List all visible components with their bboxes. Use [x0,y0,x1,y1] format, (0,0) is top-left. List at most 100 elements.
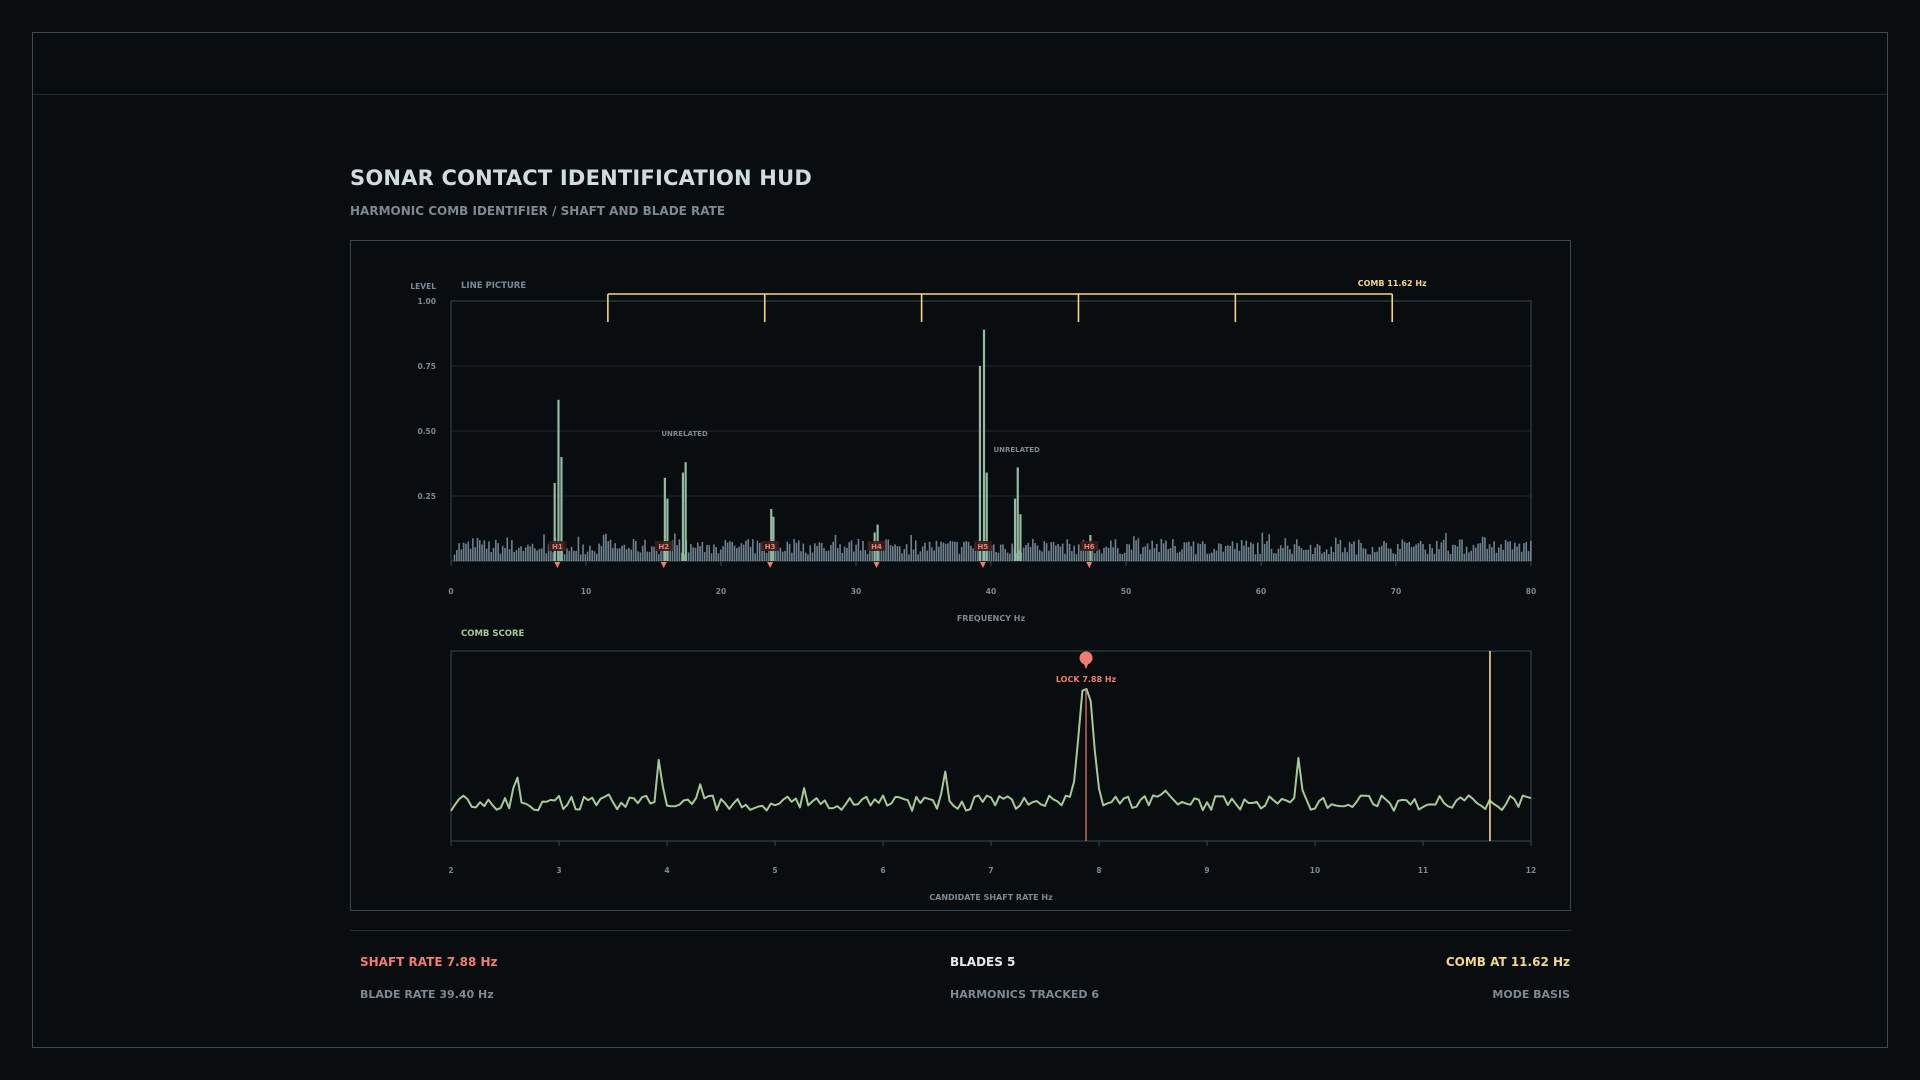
noise-bar [1263,544,1266,561]
noise-bar [1110,540,1112,561]
noise-bar [905,544,908,561]
noise-bar [1270,548,1273,561]
noise-bar [869,543,871,561]
noise-bar [756,540,759,561]
noise-bar [1006,552,1009,561]
noise-bar [1052,541,1055,561]
peak-bar [666,498,669,561]
noise-bar [800,551,802,561]
noise-bar [894,544,896,561]
noise-bar [836,548,839,561]
noise-bar [641,545,644,561]
noise-bar [1357,539,1360,561]
noise-bar [628,547,630,561]
noise-bar [742,544,745,561]
noise-bar [1018,550,1020,561]
noise-bar [575,550,577,561]
annotation-label: UNRELATED [993,446,1040,454]
noise-bar [469,548,472,561]
noise-bar [1165,540,1167,561]
noise-bar [1433,553,1436,561]
noise-bar [1105,546,1108,561]
noise-bar [814,543,816,561]
noise-bar [880,546,883,561]
noise-bar [1022,547,1025,561]
noise-bar [1268,534,1271,561]
noise-bar [715,547,717,561]
noise-bar [749,546,752,561]
peak-bar [982,329,986,561]
noise-bar [1252,543,1254,561]
noise-bar [942,542,945,561]
noise-bar [1174,545,1176,561]
noise-bar [637,551,639,561]
noise-bar [850,540,853,561]
noise-bar [1261,532,1264,561]
noise-bar [951,541,954,561]
noise-bar [1438,549,1440,561]
harmonic-marker [979,562,986,568]
noise-bar [573,550,575,561]
noise-bar [1413,546,1415,561]
page-subtitle: HARMONIC COMB IDENTIFIER / SHAFT AND BLA… [350,204,726,218]
noise-bar [481,544,483,561]
noise-bar [855,544,857,561]
noise-bar [1077,544,1080,561]
noise-bar [515,550,518,561]
y-tick-label: 0.75 [417,362,436,371]
noise-bar [1036,545,1039,561]
noise-bar [827,550,830,561]
noise-bar [706,544,708,561]
score-x-tick-label: 4 [664,866,669,875]
noise-bar [1371,546,1374,561]
noise-bar [478,540,481,561]
noise-bar [1009,553,1011,561]
noise-bar [1295,539,1298,561]
noise-bar [1284,538,1287,561]
noise-bar [1126,544,1128,561]
noise-bar [859,550,862,561]
noise-bar [694,547,697,561]
noise-bar [453,554,456,561]
harmonic-marker [660,562,667,568]
noise-bar [848,542,851,561]
noise-bar [1474,547,1477,561]
noise-bar [1064,553,1066,561]
noise-bar [1211,552,1213,561]
noise-bar [1002,544,1004,561]
noise-bar [1194,554,1197,561]
noise-bar [729,541,731,561]
noise-bar [655,548,658,561]
noise-bar [1424,549,1427,561]
noise-bar [536,550,538,561]
harmonic-tag-bg [973,541,992,551]
noise-bar [1071,551,1073,561]
noise-bar [933,550,935,561]
x-axis-label: FREQUENCY Hz [957,614,1026,623]
noise-bar [1201,541,1204,561]
noise-bar [809,545,812,561]
noise-bar [591,550,593,561]
noise-bar [703,552,706,561]
noise-bar [1229,545,1232,561]
noise-bar [1098,549,1101,561]
noise-bar [1445,532,1447,561]
peak-bar [557,399,560,561]
noise-bar [1527,551,1530,561]
score-x-tick-label: 7 [988,866,993,875]
noise-bar [830,544,832,561]
noise-bar [949,541,952,561]
noise-bar [657,554,660,561]
noise-bar [747,539,750,561]
noise-bar [988,545,991,561]
noise-bar [1390,548,1392,561]
noise-bar [1507,541,1509,561]
noise-bar [1273,553,1275,561]
noise-bar [1298,545,1300,561]
noise-bar [1054,545,1057,561]
noise-bar [1066,539,1069,561]
noise-bar [1087,550,1089,561]
noise-bar [1504,539,1507,561]
noise-bar [1351,543,1353,561]
noise-bar [1302,550,1305,561]
